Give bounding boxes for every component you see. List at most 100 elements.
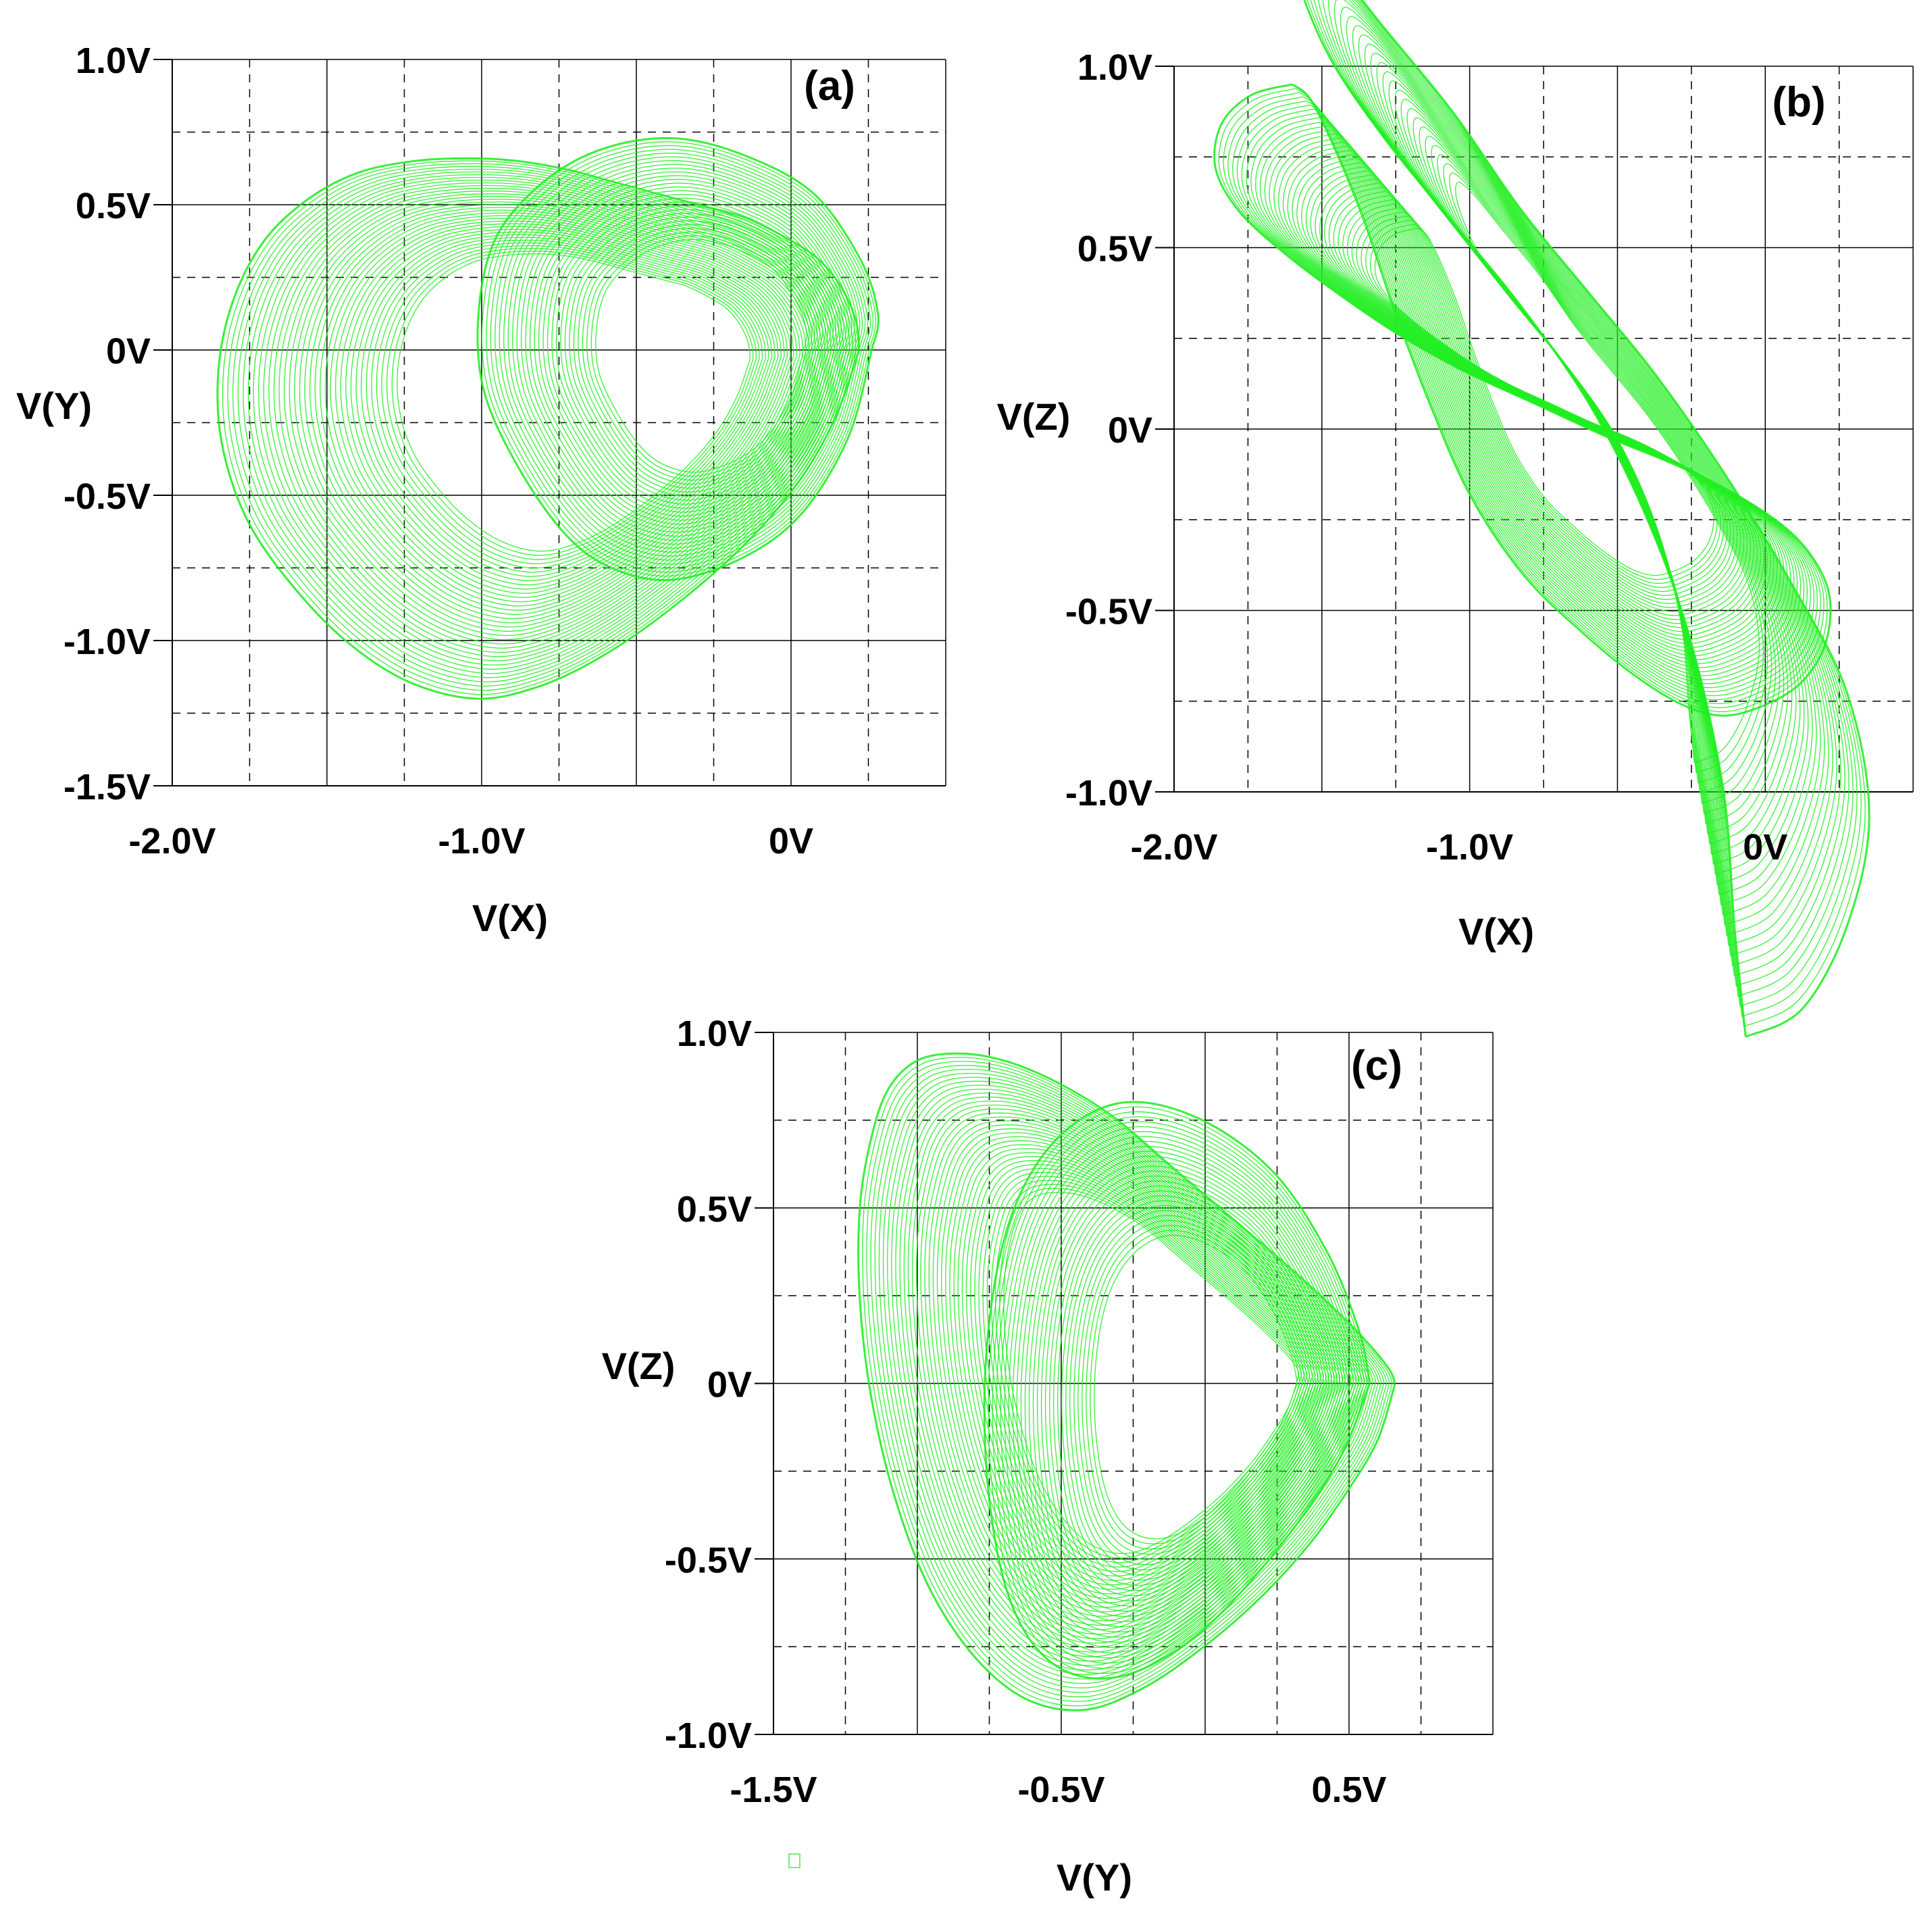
attractor-trace [494, 152, 869, 565]
attractor-trace [1223, 92, 1825, 709]
attractor-trace [288, 196, 816, 641]
y-tick-label: 1.0V [677, 1013, 752, 1054]
attractor-trace [546, 197, 837, 517]
attractor-trace [227, 163, 854, 691]
attractor-trace [957, 1148, 1330, 1603]
attractor-trace [912, 1104, 1360, 1653]
y-tick-label: 0.5V [677, 1189, 752, 1230]
attractor-trace [520, 175, 853, 541]
attractor-trace [1008, 1131, 1354, 1648]
attractor-trace [1032, 1160, 1338, 1617]
attractor-trace [866, 1061, 1390, 1702]
attractor-trace [1090, 1230, 1300, 1545]
attractor-trace [542, 194, 840, 521]
x-tick-label: -1.0V [438, 821, 525, 861]
attractor-trace [1227, 96, 1821, 705]
attractor-trace [920, 1112, 1354, 1644]
attractor-trace [1306, 0, 1866, 1028]
attractor-trace [216, 157, 861, 700]
attractor-trace [949, 1140, 1336, 1613]
attractor-trace [953, 1144, 1333, 1608]
chart-panel-c: 1.0V 0.5V 0V -0.5V -1.0V -1.5V -0.5V 0.5V V(Y) V(… [602, 1013, 1494, 1899]
panel-label: (b) [1772, 79, 1825, 126]
attractor-trace [263, 182, 832, 661]
attractor-trace [945, 1136, 1338, 1617]
attractor-trace [965, 1156, 1325, 1595]
attractor-trace [1310, 170, 1761, 632]
y-axis-label: V(Y) [16, 384, 92, 427]
chart-panel-b: 1.0V 0.5V 0V -0.5V -1.0V -2.0V -1.0V 0V V(X) V(Z)… [997, 0, 1914, 1038]
attractor-trace [560, 209, 829, 505]
x-tick-label: -2.0V [128, 821, 215, 861]
attractor-trace [525, 178, 850, 537]
attractor-trace [381, 245, 760, 565]
attractor-trace [961, 1152, 1327, 1599]
attractor-trace [564, 212, 826, 501]
x-tick-label: -1.0V [1426, 827, 1513, 868]
attractor-trace [335, 220, 788, 603]
attractor-trace [941, 1132, 1341, 1622]
attractor-trace [299, 201, 810, 632]
attractor-trace [222, 160, 857, 695]
y-tick-label: 1.0V [1077, 47, 1152, 88]
y-tick-label: -1.5V [63, 767, 151, 807]
attractor-trace [490, 149, 871, 569]
attractor-trace [1388, 80, 1805, 875]
panel-label: (a) [804, 63, 855, 109]
attractor-trace [1259, 125, 1798, 676]
x-tick-label: 0.5V [1311, 1770, 1386, 1810]
y-axis-label: V(Z) [997, 395, 1071, 438]
attractor-trace [278, 191, 823, 649]
attractor-trace [1073, 1210, 1311, 1566]
y-tick-label: -0.5V [665, 1540, 752, 1580]
attractor-trace [1419, 126, 1785, 824]
attractor-trace [555, 205, 832, 509]
attractor-trace [512, 168, 858, 549]
attractor-trace [481, 141, 877, 577]
attractor-trace [1394, 89, 1801, 865]
x-tick-label: -2.0V [1130, 827, 1217, 868]
attractor-trace [1352, 25, 1829, 936]
y-tick-label: -1.0V [665, 1716, 752, 1756]
attractor-trace [882, 1076, 1379, 1684]
attractor-trace [243, 171, 844, 678]
attractor-trace [391, 251, 754, 556]
attractor-trace [1086, 1224, 1303, 1550]
attractor-trace [232, 166, 850, 687]
attractor-trace [857, 1052, 1396, 1711]
attractor-trace [1278, 141, 1785, 660]
attractor-trace [573, 220, 821, 493]
y-tick-label: 1.0V [76, 41, 151, 81]
y-tick-label: 0.5V [76, 186, 151, 226]
y-axis-label: V(Z) [602, 1345, 676, 1387]
attractor-trace [294, 199, 813, 636]
y-tick-label: 0.5V [1077, 229, 1152, 270]
y-tick-label: 0V [1108, 410, 1152, 451]
attractor-trace [1077, 1215, 1308, 1560]
attractor-trace [314, 209, 800, 620]
attractor-trace [1303, 0, 1871, 1038]
x-tick-label: -0.5V [1017, 1770, 1104, 1810]
attractor-trace [1024, 1151, 1344, 1628]
attractor-trace [590, 235, 810, 477]
attractor-trace [1232, 100, 1818, 701]
attractor-trace [970, 1159, 1322, 1590]
attractor-trace [1012, 1136, 1352, 1643]
attractor-trace [1255, 120, 1802, 680]
attractor-trace [1049, 1180, 1327, 1597]
attractor-trace [1082, 1220, 1306, 1555]
attractor-trace [476, 136, 880, 582]
attractor-trace [304, 204, 807, 628]
attractor-trace [1020, 1146, 1346, 1632]
attractor-trace [1094, 1234, 1298, 1540]
attractor-trace [507, 164, 861, 553]
attractor-trace [1036, 1166, 1336, 1612]
attractor-trace [516, 171, 855, 545]
attractor-trace [1065, 1200, 1317, 1576]
x-tick-label: -1.5V [730, 1770, 817, 1810]
attractor-trace [999, 1188, 1302, 1559]
attractor-trace [551, 201, 834, 513]
attractor-trace [1292, 153, 1775, 649]
attractor-trace [529, 182, 847, 533]
